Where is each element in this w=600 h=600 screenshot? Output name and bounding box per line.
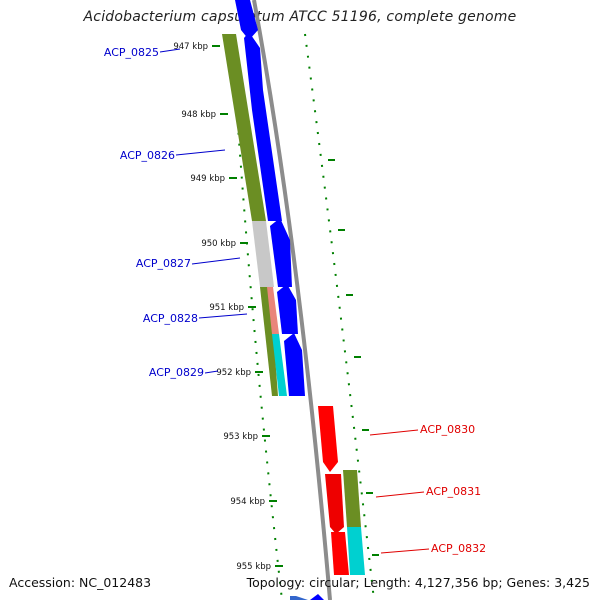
scale-ticks: 947 kbp 948 kbp 949 kbp 950 kbp 951 kbp 952 k… xyxy=(173,42,379,572)
leader-line-acp-0831 xyxy=(375,491,425,498)
cds-acp-0831 xyxy=(325,474,344,534)
gene-label-acp-0832[interactable]: ACP_0832 xyxy=(431,542,486,555)
genome-backbone xyxy=(252,0,332,600)
cds-acp-0825 xyxy=(235,0,258,40)
scale-tick-label: 953 kbp xyxy=(223,432,258,442)
gene-label-acp-0831[interactable]: ACP_0831 xyxy=(426,485,481,498)
scale-tick-label: 952 kbp xyxy=(216,368,251,378)
leader-line-acp-0830 xyxy=(369,429,419,436)
cog-block-cyan xyxy=(272,334,287,396)
scale-tick-label: 947 kbp xyxy=(173,42,208,52)
cds-acp-0832 xyxy=(331,532,349,575)
scale-tick-label: 951 kbp xyxy=(209,303,244,313)
forward-cds-track xyxy=(235,0,324,600)
leader-line-acp-0825 xyxy=(159,48,181,53)
gene-label-acp-0830[interactable]: ACP_0830 xyxy=(420,423,475,436)
cog-block-acp-0825-0826 xyxy=(222,34,266,221)
scale-tick-label: 950 kbp xyxy=(201,239,236,249)
cds-partial-bottom-arrow xyxy=(310,594,324,600)
gene-label-acp-0825[interactable]: ACP_0825 xyxy=(104,46,159,59)
cog-block-acp-0827 xyxy=(252,221,274,287)
cds-acp-0829 xyxy=(284,333,305,396)
scale-tick-label: 949 kbp xyxy=(190,174,225,184)
cds-acp-0827 xyxy=(270,218,292,287)
cog-block-acp-0828-0829 xyxy=(260,287,278,396)
inner-dotted-ring xyxy=(231,33,283,600)
outer-dotted-ring xyxy=(304,33,375,600)
dotted-rings xyxy=(231,33,375,600)
topology-summary: Topology: circular; Length: 4,127,356 bp… xyxy=(246,575,590,590)
cog-block-acp-0832 xyxy=(347,527,365,575)
leader-line-acp-0826 xyxy=(175,149,226,156)
gene-label-acp-0828[interactable]: ACP_0828 xyxy=(143,312,198,325)
gene-labels: ACP_0825 ACP_0826 ACP_0827 ACP_0828 ACP_0829… xyxy=(104,46,486,555)
cog-block-salmon xyxy=(267,287,279,334)
cds-partial-bottom xyxy=(290,596,308,600)
leader-line-acp-0832 xyxy=(380,548,430,554)
gene-label-acp-0827[interactable]: ACP_0827 xyxy=(136,257,191,270)
cds-acp-0826 xyxy=(244,32,282,221)
scale-tick-label: 954 kbp xyxy=(230,497,265,507)
accession-text: Accession: NC_012483 xyxy=(9,575,152,590)
leader-line-acp-0829 xyxy=(204,370,219,374)
cog-block-acp-0831 xyxy=(343,470,361,527)
leader-line-acp-0827 xyxy=(191,257,241,265)
reverse-cds-track xyxy=(318,406,349,575)
gene-label-acp-0826[interactable]: ACP_0826 xyxy=(120,149,175,162)
cds-acp-0830 xyxy=(318,406,338,472)
leader-line-acp-0828 xyxy=(198,313,248,319)
scale-tick-label: 948 kbp xyxy=(181,110,216,120)
scale-tick-label: 955 kbp xyxy=(236,562,271,572)
cog-track xyxy=(222,34,365,575)
map-title: Acidobacterium capsulatum ATCC 51196, co… xyxy=(83,9,517,25)
gene-label-acp-0829[interactable]: ACP_0829 xyxy=(149,366,204,379)
cds-acp-0828 xyxy=(277,284,298,334)
